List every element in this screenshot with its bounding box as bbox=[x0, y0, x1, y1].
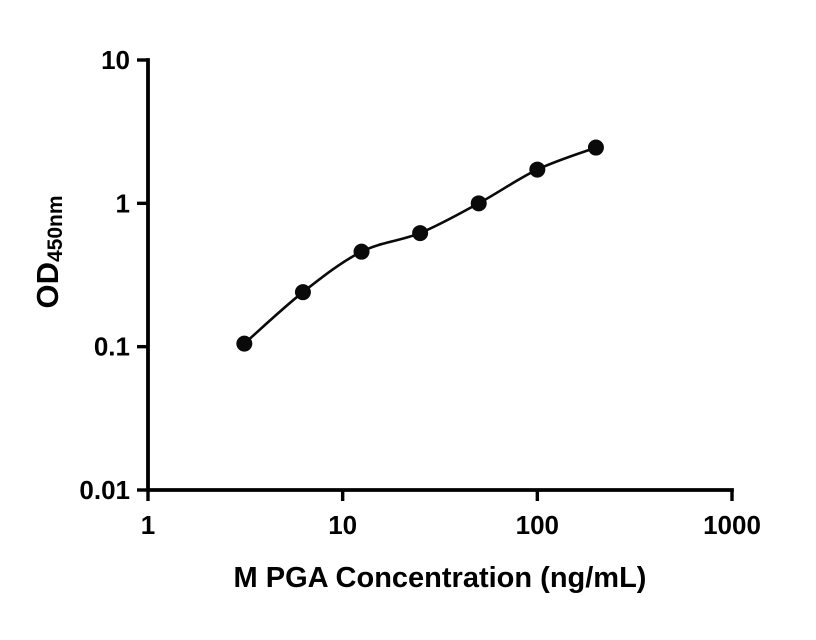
data-point bbox=[470, 195, 487, 212]
data-point bbox=[294, 284, 311, 301]
x-tick-label: 100 bbox=[516, 510, 559, 540]
x-tick-label: 1000 bbox=[703, 510, 761, 540]
axes-line bbox=[146, 58, 734, 492]
data-point bbox=[587, 139, 604, 156]
y-tick-label: 1 bbox=[116, 188, 130, 218]
data-point bbox=[412, 225, 429, 242]
x-axis-title: M PGA Concentration (ng/mL) bbox=[233, 562, 647, 594]
y-tick-label: 10 bbox=[101, 45, 130, 75]
data-point bbox=[236, 335, 253, 352]
data-point bbox=[353, 243, 370, 260]
x-tick-label: 10 bbox=[328, 510, 357, 540]
y-tick-label: 0.01 bbox=[79, 475, 130, 505]
fit-curve bbox=[243, 146, 597, 345]
y-axis-title: OD 450nm bbox=[30, 132, 70, 372]
data-point bbox=[529, 161, 546, 178]
y-axis-title-subscript: 450nm bbox=[44, 195, 67, 263]
y-axis-title-main: OD bbox=[30, 262, 65, 309]
x-tick-label: 1 bbox=[141, 510, 155, 540]
y-tick-label: 0.1 bbox=[94, 332, 130, 362]
